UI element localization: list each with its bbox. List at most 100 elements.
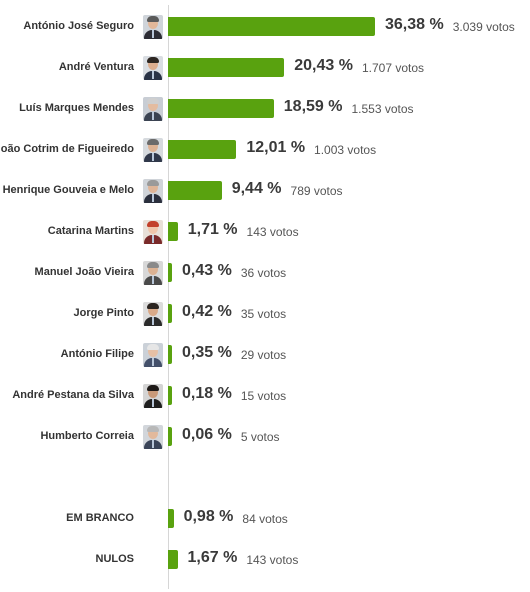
category-label: Jorge Pinto (73, 307, 134, 319)
avatar-hair (147, 180, 159, 186)
candidate-photo-icon (143, 15, 163, 39)
avatar-hair (147, 426, 159, 432)
avatar-hair (147, 303, 159, 309)
candidate-photo-icon (143, 220, 163, 244)
candidate-photo-icon (143, 179, 163, 203)
avatar-head (148, 428, 158, 439)
avatar-collar (152, 30, 154, 38)
value-label: 20,43 % (294, 57, 353, 74)
avatar-head (148, 387, 158, 398)
candidate-photo-icon (143, 261, 163, 285)
bar (168, 222, 178, 241)
category-label: António José Seguro (23, 20, 134, 32)
bar-row: André Pestana da Silva 0,18 % 15 votos (0, 382, 530, 412)
bar-row: Humberto Correia 0,06 % 5 votos (0, 423, 530, 453)
avatar-collar (152, 153, 154, 161)
bar (168, 17, 375, 36)
bar-row: Henrique Gouveia e Melo 9,44 % 789 votos (0, 177, 530, 207)
avatar-hair (147, 262, 159, 268)
value-label: 0,18 % (182, 385, 232, 402)
category-label: Henrique Gouveia e Melo (2, 184, 134, 196)
votes-label: 789 votos (290, 184, 343, 198)
category-label: EM BRANCO (66, 512, 134, 524)
candidate-photo-icon (143, 343, 163, 367)
candidate-photo-icon (143, 384, 163, 408)
avatar-collar (152, 235, 154, 243)
category-label: António Filipe (60, 348, 134, 360)
votes-label: 1.707 votos (361, 61, 425, 75)
axis-line (168, 5, 169, 589)
bar (168, 345, 172, 364)
value-label: 0,43 % (182, 262, 232, 279)
value-label: 9,44 % (231, 180, 282, 197)
candidate-photo-icon (143, 138, 163, 162)
bar-row: António José Seguro 36,38 % 3.039 votos (0, 13, 530, 43)
bar (168, 140, 237, 159)
bar (168, 427, 172, 446)
value-label: 0,98 % (183, 508, 234, 525)
value-label: 36,38 % (385, 16, 444, 33)
votes-label: 36 votos (240, 266, 287, 280)
value-label: 1,71 % (187, 221, 238, 238)
bar (168, 386, 172, 405)
category-label: André Pestana da Silva (12, 389, 134, 401)
bar-row: João Cotrim de Figueiredo 12,01 % 1.003 vo… (0, 136, 530, 166)
votes-label: 3.039 votos (452, 20, 515, 34)
candidate-photo-icon (143, 97, 163, 121)
value-label: 0,06 % (182, 426, 232, 443)
bar-row: Luís Marques Mendes 18,59 % 1.553 votos (0, 95, 530, 125)
avatar-head (148, 346, 158, 357)
bar-row: Jorge Pinto 0,42 % 35 votos (0, 300, 530, 330)
votes-label: 29 votos (240, 348, 287, 362)
bar (168, 58, 285, 77)
votes-label: 1.003 votos (314, 143, 377, 157)
avatar-hair (147, 344, 159, 350)
avatar-head (148, 305, 158, 316)
avatar-hair (147, 385, 159, 391)
votes-label: 5 votos (240, 430, 280, 444)
avatar-head (148, 100, 158, 111)
bar-row: NULOS 1,67 % 143 votos (0, 546, 530, 576)
avatar-collar (152, 358, 154, 366)
avatar-hair (147, 221, 159, 227)
category-label: Luís Marques Mendes (19, 102, 134, 114)
avatar-collar (152, 71, 154, 79)
avatar-head (148, 18, 158, 29)
bar (168, 99, 274, 118)
avatar-collar (152, 440, 154, 448)
votes-label: 143 votos (246, 225, 299, 239)
value-label: 0,42 % (182, 303, 232, 320)
candidate-photo-icon (143, 425, 163, 449)
avatar-head (148, 59, 158, 70)
avatar-collar (152, 399, 154, 407)
bar (168, 550, 178, 569)
votes-label: 1.553 votos (351, 102, 414, 116)
category-label: Manuel João Vieira (34, 266, 134, 278)
bar (168, 509, 174, 528)
votes-label: 15 votos (240, 389, 287, 403)
bar (168, 263, 172, 282)
votes-label: 143 votos (246, 553, 299, 567)
avatar-head (148, 223, 158, 234)
bar-row: Catarina Martins 1,71 % 143 votos (0, 218, 530, 248)
avatar-hair (147, 139, 159, 145)
bar-row: António Filipe 0,35 % 29 votos (0, 341, 530, 371)
votes-label: 84 votos (242, 512, 288, 526)
avatar-collar (152, 317, 154, 325)
bar (168, 304, 172, 323)
avatar-head (148, 141, 158, 152)
category-label: André Ventura (58, 61, 134, 73)
candidate-photo-icon (143, 302, 163, 326)
avatar-head (148, 264, 158, 275)
avatar-collar (152, 112, 154, 120)
bar-row: Manuel João Vieira 0,43 % 36 votos (0, 259, 530, 289)
value-label: 18,59 % (283, 98, 343, 115)
bar (168, 181, 222, 200)
value-label: 0,35 % (182, 344, 232, 361)
avatar-collar (152, 276, 154, 284)
candidate-photo-icon (143, 56, 163, 80)
value-label: 12,01 % (246, 139, 306, 156)
category-label: NULOS (95, 553, 135, 565)
category-label: Humberto Correia (40, 430, 134, 442)
